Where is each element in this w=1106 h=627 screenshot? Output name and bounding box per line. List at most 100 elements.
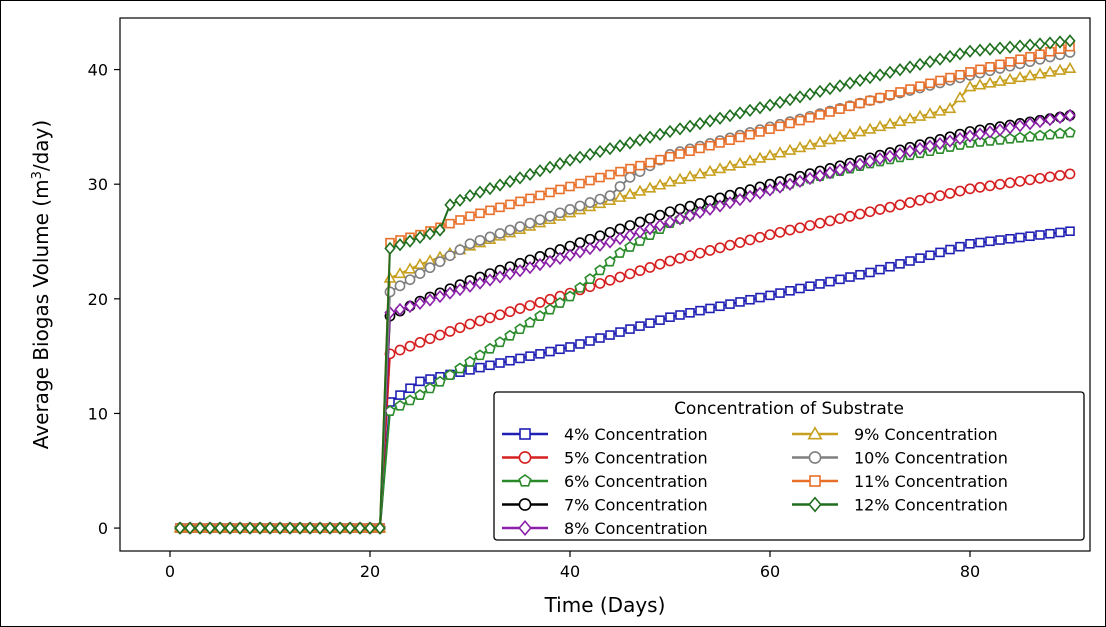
data-point: [784, 92, 796, 107]
data-point: [854, 73, 866, 87]
data-point: [1035, 49, 1045, 60]
data-point: [475, 362, 485, 373]
data-point: [733, 156, 747, 169]
data-point: [845, 272, 855, 282]
legend-marker: [807, 426, 823, 440]
x-tick-label: 40: [560, 562, 580, 581]
data-point: [824, 81, 836, 96]
data-point: [924, 192, 936, 204]
data-point: [585, 175, 595, 186]
data-point: [894, 147, 906, 161]
data-point: [644, 213, 656, 224]
data-point: [704, 202, 716, 216]
data-point: [995, 235, 1005, 245]
data-point: [485, 205, 495, 216]
data-point: [474, 185, 486, 199]
data-point: [753, 151, 767, 163]
data-point: [495, 358, 505, 368]
data-point: [1014, 119, 1026, 133]
data-point: [665, 151, 675, 162]
data-point: [413, 257, 427, 269]
data-point: [405, 383, 415, 394]
data-point: [1063, 61, 1077, 73]
data-point: [794, 222, 806, 234]
data-point: [624, 220, 636, 231]
data-point: [644, 130, 656, 144]
data-point: [514, 221, 526, 233]
data-point: [805, 112, 815, 123]
data-point: [534, 296, 546, 308]
data-point: [1034, 172, 1046, 184]
data-point: [545, 187, 555, 198]
data-point: [515, 353, 525, 364]
data-point: [965, 67, 975, 77]
data-point: [1013, 70, 1027, 83]
data-point: [544, 210, 556, 222]
data-point: [825, 107, 835, 117]
data-point: [505, 199, 515, 210]
data-point: [855, 269, 865, 280]
data-point: [763, 148, 777, 161]
data-point: [875, 92, 885, 103]
data-point: [744, 234, 756, 246]
data-point: [863, 122, 877, 134]
legend-label: 8% Concentration: [564, 519, 708, 538]
data-point: [894, 63, 906, 77]
data-point: [933, 104, 947, 116]
data-point: [815, 279, 825, 289]
data-point: [604, 142, 616, 156]
legend-marker: [809, 475, 821, 487]
data-point: [923, 107, 937, 119]
data-point: [974, 127, 986, 141]
data-point: [955, 69, 965, 80]
data-point: [555, 184, 565, 195]
data-point: [654, 258, 666, 270]
data-point: [555, 344, 565, 355]
data-point: [814, 84, 826, 98]
data-point: [814, 168, 826, 183]
series-9: [174, 34, 1076, 535]
data-point: [944, 134, 956, 148]
data-point: [304, 521, 316, 535]
data-point: [613, 190, 627, 202]
data-point: [404, 340, 416, 352]
data-point: [633, 184, 647, 196]
y-axis-label: Average Biogas Volume (m3/day): [29, 120, 53, 449]
data-point: [465, 211, 475, 222]
data-point: [943, 101, 957, 114]
data-point: [174, 521, 186, 535]
legend-entry: 8% Concentration: [502, 519, 708, 538]
data-point: [674, 212, 686, 226]
data-point: [993, 74, 1007, 86]
data-point: [514, 171, 526, 185]
data-point: [394, 302, 406, 317]
data-point: [404, 234, 416, 248]
data-point: [504, 224, 516, 236]
data-point: [974, 181, 986, 193]
data-point: [884, 201, 896, 213]
data-point: [434, 223, 446, 237]
data-point: [594, 264, 606, 276]
legend-entry: 4% Concentration: [502, 425, 708, 444]
data-point: [954, 131, 966, 146]
data-point: [1034, 129, 1046, 141]
data-point: [1053, 63, 1067, 75]
axes: 0 20 40 60 80 0 10 20 30 40: [88, 61, 981, 581]
data-point: [774, 95, 786, 109]
data-point: [664, 124, 676, 139]
data-point: [845, 101, 855, 112]
data-point: [384, 286, 396, 298]
data-point: [903, 112, 917, 124]
data-point: [843, 127, 857, 140]
data-point: [984, 42, 996, 56]
legend-entry: 5% Concentration: [502, 449, 708, 468]
y-tick-label: 10: [88, 404, 108, 423]
data-point: [914, 142, 926, 156]
data-point: [704, 114, 716, 128]
data-point: [994, 133, 1006, 145]
data-point: [734, 192, 746, 207]
data-point: [614, 232, 626, 246]
data-point: [854, 208, 866, 220]
data-point: [735, 132, 745, 143]
data-point: [504, 306, 516, 318]
